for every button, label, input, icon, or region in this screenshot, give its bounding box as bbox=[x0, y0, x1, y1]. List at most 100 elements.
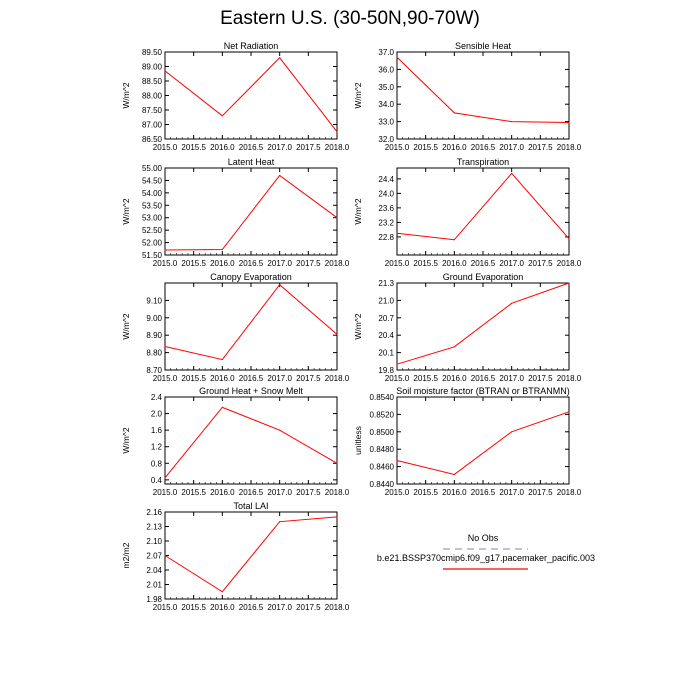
plot-frame bbox=[164, 51, 338, 140]
y-tick-label: 2.04 bbox=[146, 566, 162, 575]
x-tick-label: 2018.0 bbox=[325, 488, 350, 497]
y-tick-label: 89.00 bbox=[142, 63, 163, 72]
x-tick-label: 2015.0 bbox=[153, 259, 178, 268]
y-tick-label: 34.0 bbox=[378, 100, 394, 109]
data-point bbox=[336, 217, 338, 219]
y-tick-label: 1.6 bbox=[151, 426, 163, 435]
plot-frame bbox=[164, 282, 338, 371]
y-axis-label: W/m^2 bbox=[353, 82, 363, 108]
x-tick-label: 2015.5 bbox=[413, 259, 438, 268]
panel-title: Net Radiation bbox=[224, 41, 279, 51]
data-point bbox=[568, 238, 570, 240]
data-point bbox=[511, 302, 513, 304]
data-point bbox=[396, 56, 398, 58]
plot-frame bbox=[396, 396, 570, 485]
x-tick-label: 2017.0 bbox=[499, 488, 524, 497]
x-tick-label: 2015.5 bbox=[413, 374, 438, 383]
x-tick-label: 2016.5 bbox=[239, 143, 264, 152]
y-tick-label: 0.8440 bbox=[370, 480, 395, 489]
x-tick-label: 2017.5 bbox=[296, 374, 321, 383]
x-tick-label: 2018.0 bbox=[325, 603, 350, 612]
plot-frame bbox=[164, 396, 338, 485]
data-point bbox=[221, 591, 223, 593]
data-point bbox=[279, 57, 281, 59]
data-point bbox=[279, 174, 281, 177]
series-line-model bbox=[164, 57, 338, 133]
y-tick-label: 20.1 bbox=[378, 349, 394, 358]
x-tick-label: 2017.5 bbox=[528, 488, 553, 497]
panel-title: Sensible Heat bbox=[455, 41, 512, 51]
y-axis-label: W/m^2 bbox=[353, 198, 363, 224]
y-tick-label: 33.0 bbox=[378, 118, 394, 127]
x-tick-label: 2018.0 bbox=[557, 374, 582, 383]
data-point bbox=[511, 172, 513, 175]
x-tick-label: 2016.5 bbox=[471, 374, 496, 383]
panel-title: Transpiration bbox=[457, 157, 509, 167]
plot-frame bbox=[396, 282, 570, 371]
y-tick-label: 35.0 bbox=[378, 83, 394, 92]
y-tick-label: 36.0 bbox=[378, 65, 394, 74]
x-tick-label: 2017.0 bbox=[267, 259, 292, 268]
y-tick-label: 0.8 bbox=[151, 459, 163, 468]
y-tick-label: 53.50 bbox=[142, 201, 163, 210]
y-tick-label: 24.4 bbox=[378, 175, 394, 184]
x-tick-label: 2016.0 bbox=[442, 259, 467, 268]
x-tick-label: 2015.0 bbox=[385, 143, 410, 152]
data-point bbox=[221, 248, 223, 251]
x-tick-label: 2015.5 bbox=[181, 488, 206, 497]
x-tick-label: 2015.0 bbox=[385, 259, 410, 268]
y-tick-label: 19.8 bbox=[378, 366, 394, 375]
x-tick-label: 2017.0 bbox=[499, 259, 524, 268]
y-tick-label: 88.50 bbox=[142, 77, 163, 86]
y-tick-label: 9.10 bbox=[146, 296, 162, 305]
panel-title: Ground Heat + Snow Melt bbox=[199, 386, 303, 396]
data-point bbox=[453, 473, 455, 476]
legend-model-label: b.e21.BSSP370cmip6.f09_g17.pacemaker_pac… bbox=[377, 553, 595, 563]
y-tick-label: 2.0 bbox=[151, 410, 163, 419]
x-tick-label: 2015.0 bbox=[385, 488, 410, 497]
x-tick-label: 2015.5 bbox=[181, 374, 206, 383]
x-tick-label: 2018.0 bbox=[557, 488, 582, 497]
panel-soil-moisture-factor-btran-or-btranmn: Soil moisture factor (BTRAN or BTRANMN) u… bbox=[353, 386, 582, 497]
x-tick-label: 2015.5 bbox=[413, 143, 438, 152]
data-point bbox=[279, 521, 281, 523]
panel-net-radiation: Net Radiation W/m^2 2015.0 2015.5 2016.0 2016… bbox=[121, 41, 350, 152]
x-tick-label: 2016.0 bbox=[442, 143, 467, 152]
series-line-model bbox=[164, 406, 338, 479]
y-tick-label: 8.90 bbox=[146, 331, 162, 340]
y-tick-label: 2.4 bbox=[151, 393, 163, 402]
y-tick-label: 2.07 bbox=[146, 552, 162, 561]
x-tick-label: 2015.5 bbox=[181, 143, 206, 152]
y-tick-label: 22.8 bbox=[378, 233, 394, 242]
data-point bbox=[336, 462, 338, 464]
data-point bbox=[396, 363, 398, 365]
y-tick-label: 8.70 bbox=[146, 366, 162, 375]
data-point bbox=[164, 345, 166, 348]
data-point bbox=[568, 282, 570, 284]
x-tick-label: 2015.0 bbox=[385, 374, 410, 383]
x-tick-label: 2017.0 bbox=[267, 374, 292, 383]
y-tick-label: 86.50 bbox=[142, 135, 163, 144]
x-tick-label: 2016.5 bbox=[471, 488, 496, 497]
data-point bbox=[396, 232, 398, 234]
x-tick-label: 2018.0 bbox=[325, 143, 350, 152]
data-point bbox=[568, 411, 570, 413]
x-tick-label: 2015.5 bbox=[181, 603, 206, 612]
y-tick-label: 21.0 bbox=[378, 296, 394, 305]
x-tick-label: 2015.5 bbox=[181, 259, 206, 268]
panel-title: Ground Evaporation bbox=[443, 272, 524, 282]
y-tick-label: 8.80 bbox=[146, 349, 162, 358]
y-tick-label: 20.4 bbox=[378, 331, 394, 340]
data-point bbox=[221, 358, 223, 361]
y-tick-label: 1.98 bbox=[146, 595, 162, 604]
y-tick-label: 37.0 bbox=[378, 48, 394, 57]
y-tick-label: 0.8540 bbox=[370, 393, 395, 402]
series-line-model bbox=[396, 411, 570, 475]
y-tick-label: 89.50 bbox=[142, 48, 163, 57]
x-tick-label: 2017.5 bbox=[528, 259, 553, 268]
series-line-model bbox=[396, 282, 570, 365]
y-tick-label: 88.00 bbox=[142, 92, 163, 101]
y-tick-label: 0.8500 bbox=[370, 428, 395, 437]
panel-title: Latent Heat bbox=[228, 157, 275, 167]
